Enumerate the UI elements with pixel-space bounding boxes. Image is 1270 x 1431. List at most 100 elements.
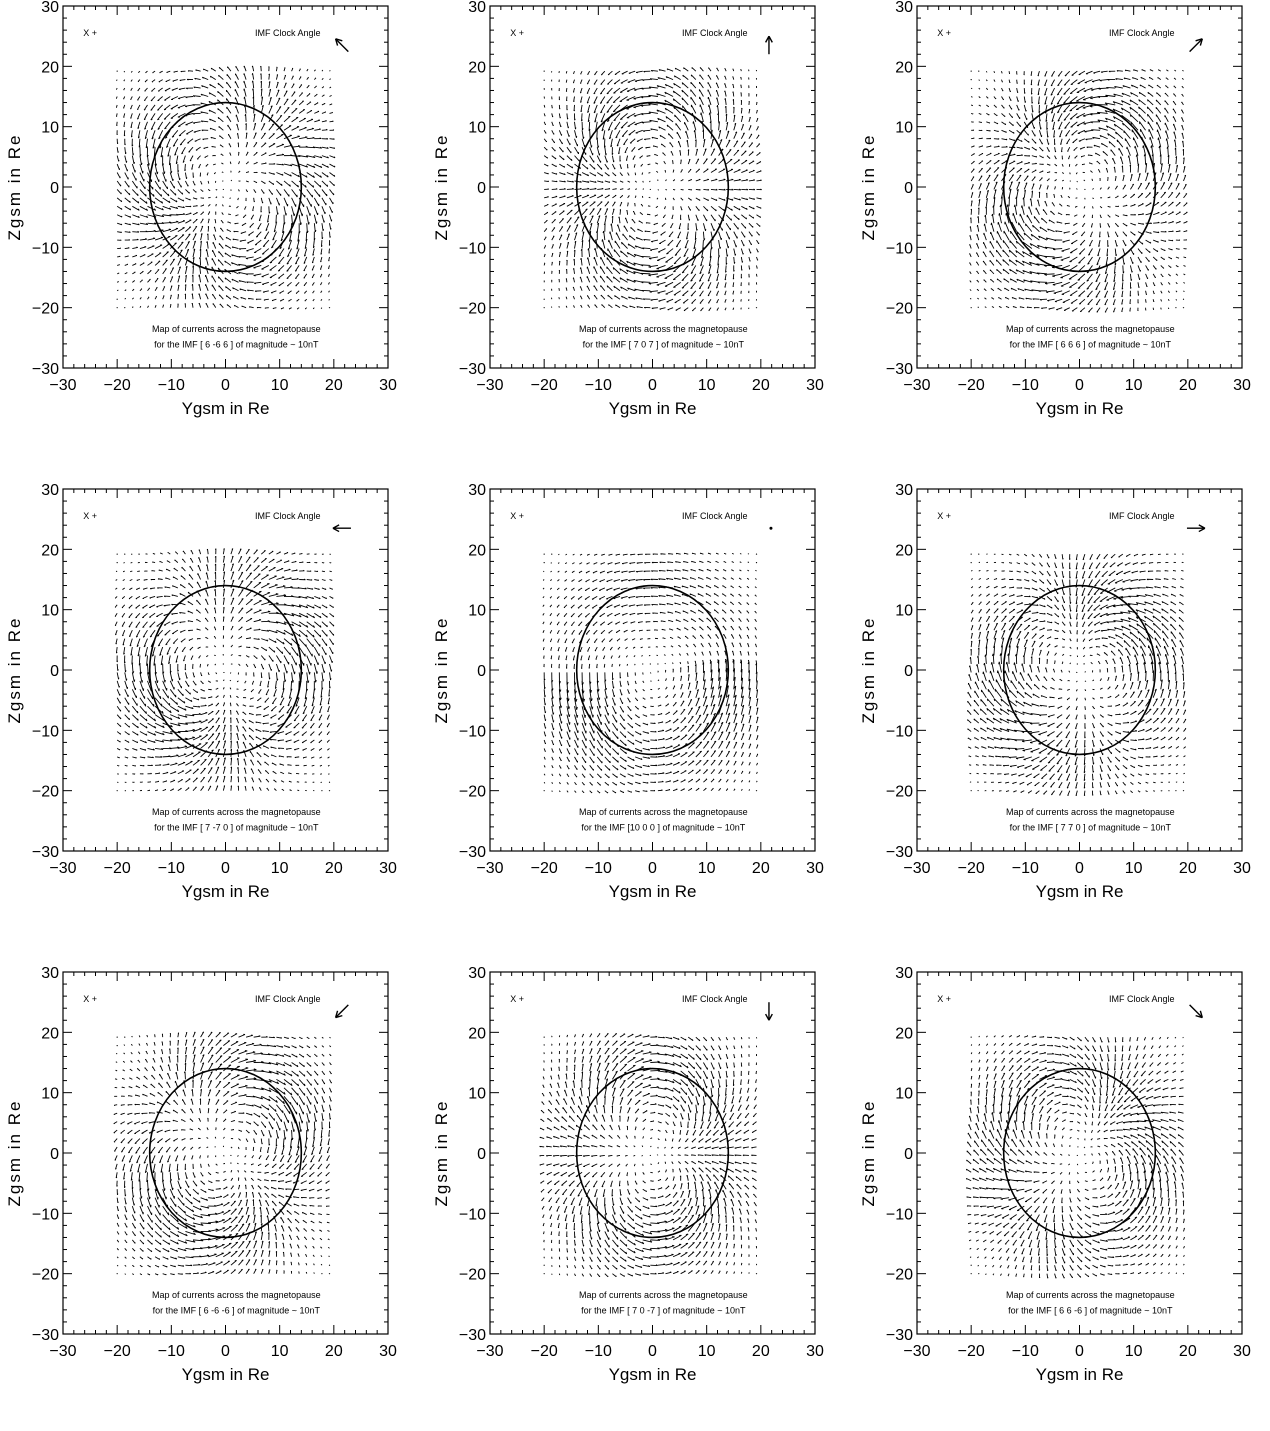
x-axis-title: Ygsm in Re bbox=[609, 882, 697, 901]
y-tick-label: 0 bbox=[50, 1146, 59, 1163]
x-tick-label: −10 bbox=[585, 377, 612, 394]
x-axis-title: Ygsm in Re bbox=[1036, 882, 1124, 901]
corner-label: X + bbox=[510, 28, 524, 38]
y-tick-label: 10 bbox=[895, 120, 913, 137]
y-tick-label: −10 bbox=[459, 723, 486, 740]
x-tick-label: 0 bbox=[1075, 860, 1084, 877]
x-tick-label: 0 bbox=[221, 1343, 230, 1360]
x-tick-label: −10 bbox=[158, 860, 185, 877]
y-tick-label: −30 bbox=[459, 844, 486, 861]
y-tick-label: 10 bbox=[468, 120, 486, 137]
y-tick-label: 20 bbox=[41, 542, 59, 559]
x-tick-label: 10 bbox=[1125, 860, 1143, 877]
caption-line-1: Map of currents across the magnetopause bbox=[152, 1290, 321, 1300]
imf-clock-arrow bbox=[333, 525, 351, 532]
imf-clock-arrow bbox=[766, 1002, 773, 1020]
y-tick-label: 20 bbox=[895, 1025, 913, 1042]
caption-line-2: for the IMF [ 6 6 -6 ] of magnitude ~ 10… bbox=[1008, 1305, 1173, 1315]
y-tick-label: −20 bbox=[886, 1267, 913, 1284]
plot-frame bbox=[490, 972, 815, 1334]
y-tick-label: −30 bbox=[459, 361, 486, 378]
y-tick-label: −20 bbox=[459, 784, 486, 801]
x-tick-label: 10 bbox=[698, 860, 716, 877]
magnetopause-circle bbox=[1004, 103, 1156, 272]
x-tick-label: 10 bbox=[271, 1343, 289, 1360]
y-tick-label: −20 bbox=[886, 301, 913, 318]
x-tick-label: 30 bbox=[379, 377, 397, 394]
x-tick-label: −30 bbox=[49, 377, 76, 394]
y-axis-title: Zgsm in Re bbox=[432, 134, 451, 241]
caption-line-1: Map of currents across the magnetopause bbox=[152, 324, 321, 334]
y-axis-title: Zgsm in Re bbox=[5, 134, 24, 241]
current-vectors bbox=[966, 1036, 1184, 1279]
caption-line-2: for the IMF [ 6 -6 6 ] of magnitude ~ 10… bbox=[154, 339, 319, 349]
y-tick-label: 30 bbox=[468, 0, 486, 16]
current-vectors bbox=[540, 1033, 758, 1276]
x-tick-label: 30 bbox=[806, 1343, 824, 1360]
axis-ticks bbox=[917, 6, 1242, 368]
y-tick-label: −30 bbox=[32, 361, 59, 378]
x-tick-label: −30 bbox=[49, 860, 76, 877]
axis-ticks bbox=[63, 972, 388, 1334]
corner-label: X + bbox=[83, 511, 97, 521]
axis-ticks bbox=[917, 972, 1242, 1334]
magnetopause-circle bbox=[150, 1069, 302, 1238]
magnetopause-circle bbox=[577, 586, 729, 755]
y-tick-label: −10 bbox=[886, 723, 913, 740]
y-tick-label: 20 bbox=[468, 59, 486, 76]
y-tick-label: 20 bbox=[41, 1025, 59, 1042]
x-tick-label: 20 bbox=[325, 1343, 343, 1360]
x-tick-label: 20 bbox=[325, 860, 343, 877]
x-tick-label: 0 bbox=[1075, 377, 1084, 394]
y-tick-label: −30 bbox=[886, 1327, 913, 1344]
x-tick-label: −20 bbox=[531, 1343, 558, 1360]
x-tick-label: −30 bbox=[49, 1343, 76, 1360]
plot-frame bbox=[63, 972, 388, 1334]
current-vectors bbox=[543, 553, 758, 793]
x-tick-label: 0 bbox=[648, 1343, 657, 1360]
x-tick-label: 0 bbox=[1075, 1343, 1084, 1360]
x-axis-title: Ygsm in Re bbox=[1036, 1365, 1124, 1384]
y-tick-label: 20 bbox=[468, 1025, 486, 1042]
x-tick-label: 30 bbox=[806, 860, 824, 877]
caption-line-1: Map of currents across the magnetopause bbox=[579, 807, 748, 817]
y-tick-label: 0 bbox=[50, 663, 59, 680]
imf-clock-arrow bbox=[766, 36, 773, 54]
y-tick-label: −10 bbox=[886, 1206, 913, 1223]
x-tick-label: −10 bbox=[1012, 860, 1039, 877]
x-tick-label: 0 bbox=[648, 860, 657, 877]
y-tick-label: 30 bbox=[468, 482, 486, 499]
y-tick-label: 0 bbox=[904, 663, 913, 680]
x-tick-label: −20 bbox=[958, 860, 985, 877]
axis-ticks bbox=[490, 6, 815, 368]
y-tick-label: −20 bbox=[32, 301, 59, 318]
y-axis-title: Zgsm in Re bbox=[859, 1100, 878, 1207]
y-axis-title: Zgsm in Re bbox=[5, 1100, 24, 1207]
y-tick-label: 0 bbox=[477, 1146, 486, 1163]
y-tick-label: −30 bbox=[32, 844, 59, 861]
x-tick-label: 20 bbox=[1179, 1343, 1197, 1360]
x-tick-label: 10 bbox=[271, 860, 289, 877]
y-tick-label: 20 bbox=[895, 59, 913, 76]
x-tick-label: 20 bbox=[1179, 860, 1197, 877]
x-tick-label: −10 bbox=[585, 1343, 612, 1360]
x-tick-label: 20 bbox=[752, 860, 770, 877]
clock-angle-title: IMF Clock Angle bbox=[682, 28, 748, 38]
clock-angle-title: IMF Clock Angle bbox=[682, 511, 748, 521]
corner-label: X + bbox=[937, 994, 951, 1004]
y-tick-label: −10 bbox=[32, 1206, 59, 1223]
clock-angle-title: IMF Clock Angle bbox=[255, 28, 321, 38]
x-tick-label: 0 bbox=[648, 377, 657, 394]
x-tick-label: −30 bbox=[476, 377, 503, 394]
y-tick-label: 10 bbox=[41, 603, 59, 620]
caption-line-2: for the IMF [ 7 0 -7 ] of magnitude ~ 10… bbox=[581, 1305, 746, 1315]
axis-ticks bbox=[63, 489, 388, 851]
caption-line-1: Map of currents across the magnetopause bbox=[579, 1290, 748, 1300]
x-tick-label: −20 bbox=[958, 377, 985, 394]
y-tick-label: 30 bbox=[468, 965, 486, 982]
